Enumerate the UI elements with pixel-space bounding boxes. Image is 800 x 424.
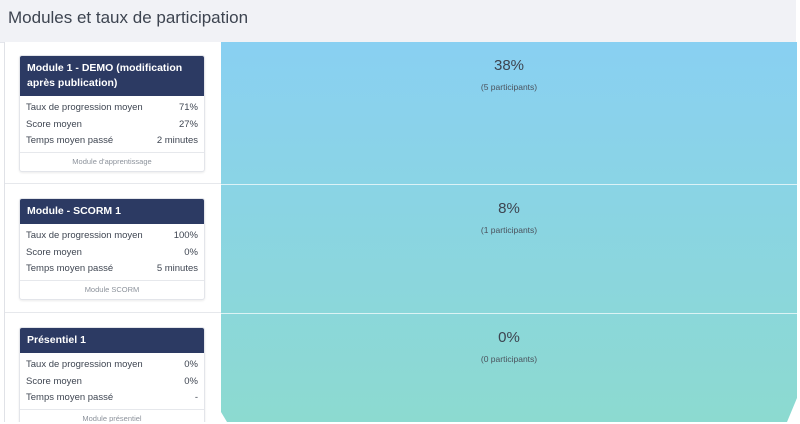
module-row: Module - SCORM 1 Taux de progression moy… — [5, 185, 797, 313]
page-title: Modules et taux de participation — [8, 8, 249, 27]
stat-score-label: Score moyen — [26, 375, 82, 387]
module-info-cell: Module - SCORM 1 Taux de progression moy… — [5, 185, 221, 313]
stat-time-value: - — [194, 392, 198, 403]
module-stats: Taux de progression moyen 0% Score moyen… — [20, 353, 204, 409]
stat-progress-label: Taux de progression moyen — [26, 102, 143, 113]
stat-progress: Taux de progression moyen 100% — [26, 228, 198, 245]
stat-time-value: 5 minutes — [156, 263, 198, 274]
stat-score: Score moyen 0% — [26, 245, 198, 262]
stat-progress-value: 100% — [173, 230, 198, 241]
stat-time-label: Temps moyen passé — [26, 392, 114, 403]
funnel-segment: 0% (0 participants) — [221, 314, 797, 422]
participant-count: (1 participants) — [480, 225, 538, 235]
stat-progress-value: 71% — [178, 102, 198, 113]
stat-score: Score moyen 0% — [26, 374, 198, 391]
stat-progress: Taux de progression moyen 71% — [26, 100, 198, 117]
stat-score-value: 0% — [184, 375, 198, 387]
stat-progress-label: Taux de progression moyen — [26, 359, 143, 370]
participant-count: (5 participants) — [480, 82, 538, 92]
page-header: Modules et taux de participation — [0, 0, 796, 43]
stat-score-value: 0% — [184, 246, 198, 258]
module-title: Module - SCORM 1 — [20, 199, 204, 224]
participation-rate: 0% — [498, 329, 520, 346]
participation-rate: 38% — [493, 57, 525, 74]
module-info-cell: Module 1 - DEMO (modification après publ… — [5, 42, 221, 184]
module-row: Module 1 - DEMO (modification après publ… — [5, 42, 797, 184]
stat-score-label: Score moyen — [26, 246, 82, 258]
stat-score-value: 27% — [178, 118, 198, 130]
stat-time: Temps moyen passé 5 minutes — [26, 261, 198, 278]
module-type: Module SCORM — [20, 279, 204, 299]
stat-time: Temps moyen passé - — [26, 390, 198, 407]
stat-time-value: 2 minutes — [156, 135, 198, 146]
stat-progress-label: Taux de progression moyen — [26, 230, 143, 241]
stat-time-label: Temps moyen passé — [26, 135, 114, 146]
module-stats: Taux de progression moyen 71% Score moye… — [20, 96, 204, 152]
module-row: Présentiel 1 Taux de progression moyen 0… — [5, 314, 797, 422]
module-stats: Taux de progression moyen 100% Score moy… — [20, 224, 204, 280]
module-title: Module 1 - DEMO (modification après publ… — [20, 56, 204, 96]
funnel-segment: 8% (1 participants) — [221, 185, 797, 313]
modules-panel: Module 1 - DEMO (modification après publ… — [4, 42, 797, 422]
participation-rate: 8% — [498, 200, 520, 217]
stat-score-label: Score moyen — [26, 118, 82, 130]
stat-progress: Taux de progression moyen 0% — [26, 357, 198, 374]
participant-count: (0 participants) — [480, 354, 538, 364]
funnel-segment: 38% (5 participants) — [221, 42, 797, 184]
module-card[interactable]: Présentiel 1 Taux de progression moyen 0… — [19, 327, 205, 422]
row-divider — [221, 313, 797, 314]
stat-time-label: Temps moyen passé — [26, 263, 114, 274]
stat-score: Score moyen 27% — [26, 117, 198, 134]
row-divider — [221, 184, 797, 185]
funnel-shape — [221, 42, 797, 422]
participation-funnel — [221, 42, 797, 422]
module-card[interactable]: Module 1 - DEMO (modification après publ… — [19, 55, 205, 172]
stat-progress-value: 0% — [184, 359, 198, 370]
module-card[interactable]: Module - SCORM 1 Taux de progression moy… — [19, 198, 205, 300]
module-type: Module présentiel — [20, 408, 204, 422]
module-info-cell: Présentiel 1 Taux de progression moyen 0… — [5, 314, 221, 422]
stat-time: Temps moyen passé 2 minutes — [26, 133, 198, 150]
module-title: Présentiel 1 — [20, 328, 204, 353]
module-type: Module d'apprentissage — [20, 151, 204, 171]
